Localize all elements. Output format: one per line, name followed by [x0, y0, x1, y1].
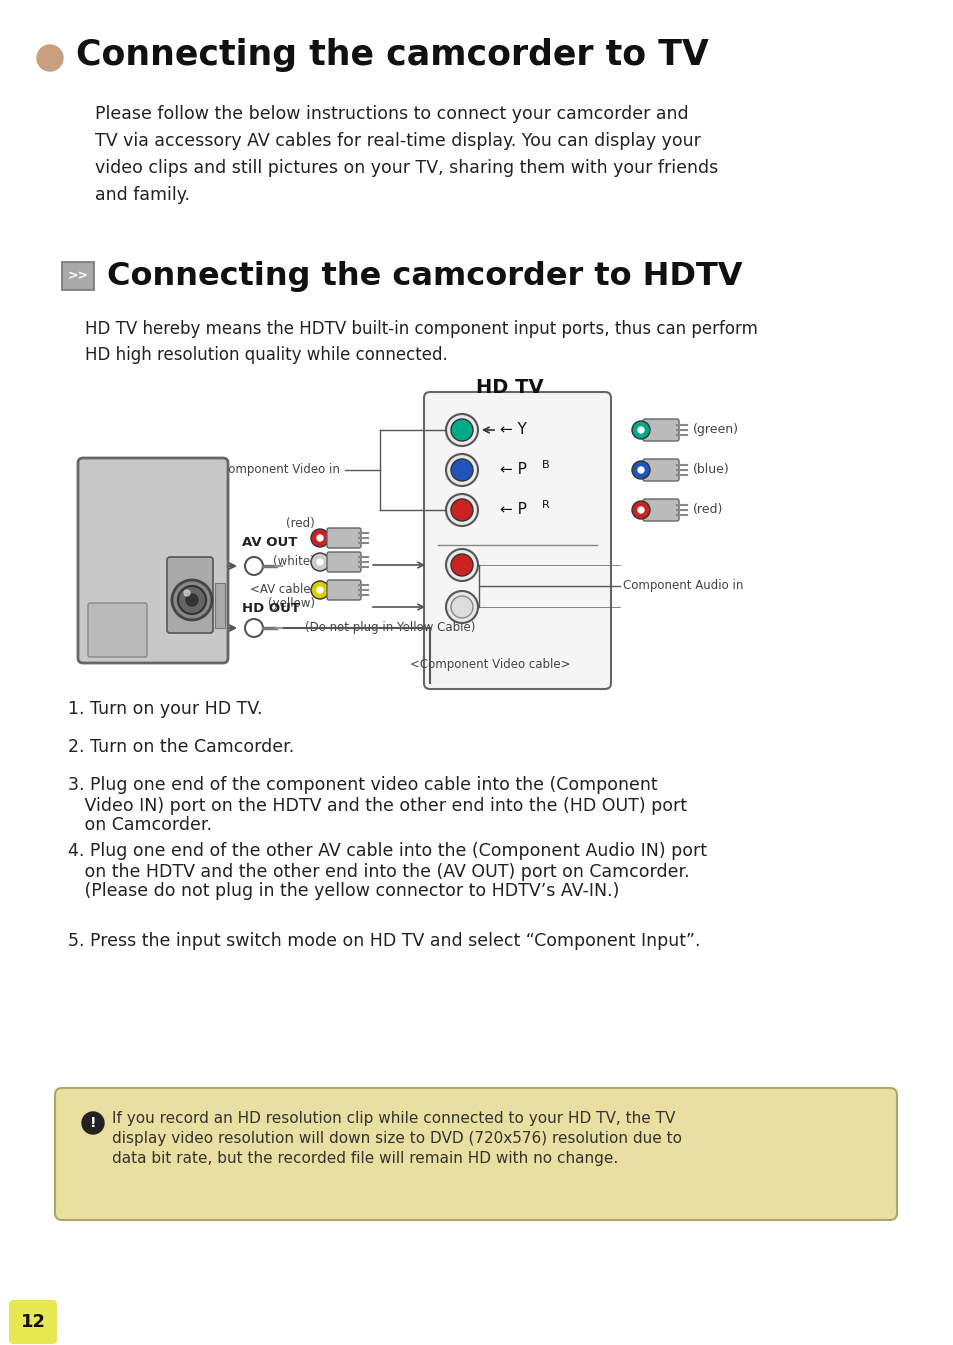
Circle shape: [245, 619, 263, 638]
Text: (Do not plug in Yellow Cable): (Do not plug in Yellow Cable): [305, 621, 475, 633]
Text: Please follow the below instructions to connect your camcorder and
TV via access: Please follow the below instructions to …: [95, 105, 718, 204]
FancyBboxPatch shape: [88, 603, 147, 656]
Circle shape: [184, 590, 190, 596]
Text: on Camcorder.: on Camcorder.: [68, 816, 212, 834]
Circle shape: [37, 44, 63, 71]
Circle shape: [446, 590, 477, 623]
Circle shape: [311, 581, 329, 599]
Text: (white): (white): [273, 555, 314, 569]
Text: (yellow): (yellow): [268, 597, 314, 611]
Text: Connecting the camcorder to HDTV: Connecting the camcorder to HDTV: [107, 261, 741, 292]
Circle shape: [451, 596, 473, 617]
Text: 2. Turn on the Camcorder.: 2. Turn on the Camcorder.: [68, 738, 294, 756]
FancyBboxPatch shape: [642, 420, 679, 441]
Text: AV OUT: AV OUT: [242, 537, 297, 550]
Text: (red): (red): [692, 503, 722, 516]
Circle shape: [446, 494, 477, 526]
FancyBboxPatch shape: [327, 551, 360, 572]
Text: Component Video in: Component Video in: [220, 464, 339, 476]
FancyBboxPatch shape: [167, 557, 213, 633]
Text: ← P: ← P: [499, 463, 526, 477]
FancyBboxPatch shape: [423, 391, 610, 689]
Circle shape: [638, 426, 643, 433]
FancyBboxPatch shape: [327, 580, 360, 600]
Text: HD OUT: HD OUT: [242, 601, 299, 615]
FancyBboxPatch shape: [214, 582, 225, 628]
Circle shape: [638, 467, 643, 473]
FancyBboxPatch shape: [78, 459, 228, 663]
Circle shape: [316, 535, 323, 541]
Text: <AV cable>: <AV cable>: [250, 582, 320, 596]
Text: Component Audio in: Component Audio in: [622, 580, 742, 593]
Circle shape: [316, 560, 323, 565]
Text: display video resolution will down size to DVD (720x576) resolution due to: display video resolution will down size …: [112, 1131, 681, 1146]
Circle shape: [186, 594, 198, 607]
Text: HD TV hereby means the HDTV built-in component input ports, thus can perform
HD : HD TV hereby means the HDTV built-in com…: [85, 320, 757, 364]
Text: (Please do not plug in the yellow connector to HDTV’s AV-IN.): (Please do not plug in the yellow connec…: [68, 882, 618, 900]
Circle shape: [451, 459, 473, 482]
FancyBboxPatch shape: [327, 529, 360, 547]
Text: on the HDTV and the other end into the (AV OUT) port on Camcorder.: on the HDTV and the other end into the (…: [68, 863, 689, 881]
Text: ← Y: ← Y: [499, 422, 526, 437]
Text: 1. Turn on your HD TV.: 1. Turn on your HD TV.: [68, 699, 262, 718]
Circle shape: [446, 414, 477, 447]
Circle shape: [172, 580, 212, 620]
Text: (blue): (blue): [692, 464, 729, 476]
Circle shape: [446, 549, 477, 581]
Circle shape: [451, 420, 473, 441]
Text: (red): (red): [286, 518, 314, 530]
Text: (green): (green): [692, 424, 739, 437]
Text: Connecting the camcorder to TV: Connecting the camcorder to TV: [76, 38, 708, 73]
Circle shape: [316, 586, 323, 593]
Circle shape: [82, 1112, 104, 1134]
Circle shape: [178, 586, 206, 615]
Text: !: !: [90, 1116, 96, 1130]
Circle shape: [638, 507, 643, 512]
Text: 4. Plug one end of the other AV cable into the (Component Audio IN) port: 4. Plug one end of the other AV cable in…: [68, 842, 706, 859]
Text: <Component Video cable>: <Component Video cable>: [410, 658, 570, 671]
Circle shape: [631, 500, 649, 519]
Text: 5. Press the input switch mode on HD TV and select “Component Input”.: 5. Press the input switch mode on HD TV …: [68, 932, 700, 950]
Circle shape: [631, 461, 649, 479]
Text: If you record an HD resolution clip while connected to your HD TV, the TV: If you record an HD resolution clip whil…: [112, 1111, 675, 1126]
FancyBboxPatch shape: [642, 499, 679, 521]
Text: HD TV: HD TV: [476, 378, 543, 397]
Circle shape: [245, 557, 263, 576]
FancyBboxPatch shape: [55, 1088, 896, 1220]
Circle shape: [631, 421, 649, 438]
FancyBboxPatch shape: [9, 1301, 57, 1344]
Circle shape: [451, 554, 473, 576]
Text: data bit rate, but the recorded file will remain HD with no change.: data bit rate, but the recorded file wil…: [112, 1151, 618, 1166]
Circle shape: [311, 529, 329, 547]
Text: 12: 12: [20, 1313, 46, 1332]
Circle shape: [446, 455, 477, 486]
FancyBboxPatch shape: [642, 459, 679, 482]
Text: ← P: ← P: [499, 503, 526, 518]
Circle shape: [311, 553, 329, 572]
Text: R: R: [541, 500, 549, 510]
FancyBboxPatch shape: [62, 262, 94, 291]
Text: Video IN) port on the HDTV and the other end into the (HD OUT) port: Video IN) port on the HDTV and the other…: [68, 798, 686, 815]
Circle shape: [451, 499, 473, 521]
Text: 3. Plug one end of the component video cable into the (Component: 3. Plug one end of the component video c…: [68, 776, 657, 794]
Text: >>: >>: [68, 269, 89, 282]
Text: B: B: [541, 460, 549, 469]
